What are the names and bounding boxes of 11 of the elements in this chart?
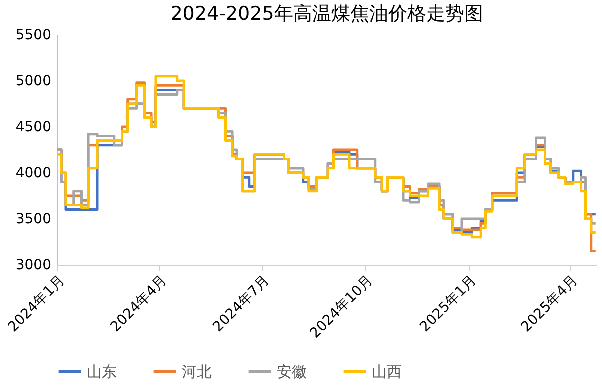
- y-tick-label: 3500: [16, 212, 52, 228]
- y-tick-label: 3000: [16, 258, 52, 274]
- y-tick-label: 5000: [16, 74, 52, 90]
- legend-label: 山东: [87, 363, 117, 381]
- legend-label: 山西: [372, 363, 402, 381]
- y-tick-label: 4000: [16, 166, 52, 182]
- y-tick-label: 5500: [16, 28, 52, 44]
- legend-label: 河北: [182, 363, 212, 381]
- y-tick-label: 4500: [16, 120, 52, 136]
- legend-label: 安徽: [277, 363, 307, 381]
- chart-title: 2024-2025年高温煤焦油价格走势图: [170, 3, 484, 25]
